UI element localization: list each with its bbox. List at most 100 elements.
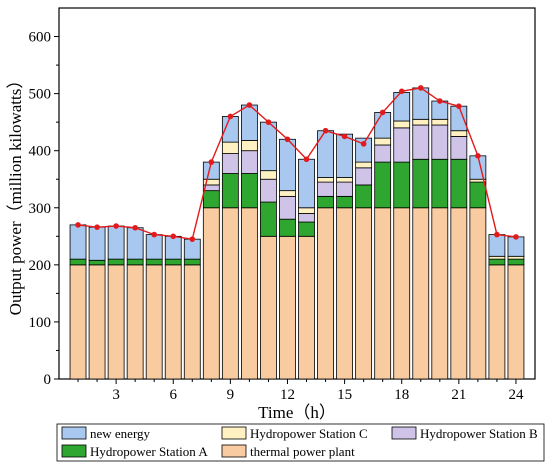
- bar-segment-2-hour-22: [469, 181, 487, 209]
- bar-segment-5-hour-14: [317, 130, 334, 178]
- line-point-hour-6: [170, 233, 177, 240]
- y-tick-label-500: 500: [29, 87, 52, 103]
- bar-segment-2-hour-8: [202, 190, 220, 209]
- line-point-hour-23: [494, 231, 500, 238]
- line-point-hour-7: [189, 236, 196, 242]
- x-tick-label-12: 12: [280, 387, 295, 403]
- line-point-hour-9: [227, 113, 234, 120]
- y-tick-label-100: 100: [29, 315, 52, 331]
- bar-segment-2-hour-3: [107, 258, 125, 266]
- bar-segment-5-hour-13: [298, 158, 315, 209]
- y-axis: 0 100 200 300 400 500 600: [29, 30, 59, 388]
- legend: new energy Hydropower Station C Hydropower…: [56, 423, 545, 462]
- x-tick-label-6: 6: [169, 387, 177, 403]
- plot-frame: [58, 7, 536, 380]
- y-tick-label-200: 200: [29, 258, 52, 274]
- line-point-hour-20: [437, 98, 443, 104]
- bar-segment-2-hour-13: [298, 221, 315, 237]
- legend-swatch-4: [221, 426, 247, 440]
- bar-segment-3-hour-11: [260, 178, 277, 203]
- bar-segment-4-hour-23: [488, 255, 506, 260]
- legend-label-1: thermal power plant: [250, 444, 355, 459]
- x-tick-label-3: 3: [112, 387, 120, 403]
- bar-segment-4-hour-24: [507, 255, 525, 260]
- legend-swatch-3: [391, 426, 417, 440]
- bar-segment-2-hour-16: [355, 184, 373, 209]
- line-point-hour-13: [303, 156, 310, 163]
- x-axis: 3 6 9 12 15 18 21 24: [77, 379, 524, 403]
- bar-segment-3-hour-17: [374, 144, 392, 163]
- legend-label-3: Hydropower Station B: [420, 426, 538, 441]
- bar-segment-2-hour-2: [88, 259, 106, 266]
- bar-segment-1-hour-15: [336, 207, 353, 380]
- bar-segment-2-hour-6: [164, 258, 182, 266]
- line-point-hour-11: [265, 119, 272, 125]
- bar-segment-4-hour-11: [260, 170, 277, 180]
- bar-segment-1-hour-2: [88, 264, 106, 380]
- bar-segment-1-hour-6: [164, 264, 182, 380]
- x-tick-label-18: 18: [394, 387, 409, 403]
- bar-segment-4-hour-15: [336, 177, 353, 183]
- x-tick-label-9: 9: [227, 387, 235, 403]
- bar-segment-3-hour-16: [355, 167, 373, 186]
- bar-segment-3-hour-9: [221, 153, 239, 174]
- bar-segment-5-hour-22: [469, 155, 487, 180]
- bar-segment-5-hour-16: [355, 137, 373, 163]
- bar-segment-1-hour-11: [260, 235, 277, 380]
- bar-segment-4-hour-10: [240, 140, 258, 152]
- y-tick-label-300: 300: [29, 201, 52, 217]
- legend-label-5: new energy: [90, 426, 151, 441]
- line-point-hour-5: [151, 231, 157, 238]
- line-point-hour-22: [475, 153, 481, 159]
- bar-segment-1-hour-16: [355, 207, 373, 380]
- bar-segment-4-hour-17: [374, 137, 392, 146]
- legend-swatch-2: [61, 444, 87, 458]
- line-point-hour-14: [322, 127, 329, 134]
- bar-segment-4-hour-13: [298, 207, 315, 214]
- bar-segment-3-hour-21: [450, 136, 468, 160]
- bar-segment-5-hour-4: [126, 227, 144, 260]
- bar-segment-1-hour-7: [183, 264, 201, 380]
- line-point-hour-10: [246, 102, 253, 108]
- line-point-hour-19: [417, 85, 424, 91]
- bar-segment-2-hour-14: [317, 195, 334, 209]
- line-point-hour-24: [513, 234, 519, 240]
- bar-segment-4-hour-14: [317, 177, 334, 183]
- bar-segment-3-hour-19: [412, 124, 430, 160]
- legend-swatch-5: [61, 426, 87, 440]
- bar-segment-1-hour-5: [145, 264, 163, 380]
- bar-segment-2-hour-17: [374, 161, 392, 209]
- bar-segment-1-hour-3: [107, 264, 125, 380]
- bar-segment-3-hour-10: [240, 150, 258, 174]
- bar-segment-5-hour-1: [69, 224, 87, 260]
- line-point-hour-4: [132, 224, 138, 231]
- bar-segment-5-hour-5: [145, 234, 163, 260]
- bar-segment-1-hour-21: [450, 207, 468, 380]
- bar-segment-2-hour-20: [431, 158, 449, 209]
- bar-segment-1-hour-12: [279, 235, 296, 380]
- bar-segment-1-hour-1: [69, 264, 87, 380]
- bar-segment-1-hour-8: [202, 207, 220, 380]
- bar-segment-2-hour-5: [145, 258, 163, 266]
- line-point-hour-17: [379, 109, 386, 116]
- bar-segment-1-hour-9: [221, 207, 239, 380]
- bar-segment-2-hour-24: [507, 258, 525, 266]
- bar-segment-4-hour-21: [450, 130, 468, 137]
- y-axis-title: Output power（million kilowatts）: [6, 72, 25, 316]
- bar-segment-1-hour-20: [431, 207, 449, 380]
- bar-segment-1-hour-23: [488, 264, 506, 380]
- bar-segment-4-hour-9: [221, 141, 239, 154]
- y-tick-label-400: 400: [29, 144, 52, 160]
- y-tick-label-600: 600: [29, 30, 52, 46]
- x-axis-title: Time（h）: [258, 403, 336, 422]
- bar-segment-4-hour-20: [431, 118, 449, 126]
- line-point-hour-15: [341, 133, 348, 140]
- bar-segment-1-hour-24: [507, 264, 525, 380]
- line-point-hour-16: [360, 141, 367, 147]
- bar-segment-5-hour-23: [488, 234, 506, 257]
- bar-segment-3-hour-14: [317, 181, 334, 197]
- bar-segment-2-hour-15: [336, 195, 353, 209]
- bar-segment-5-hour-11: [260, 121, 277, 172]
- bar-segment-2-hour-19: [412, 158, 430, 209]
